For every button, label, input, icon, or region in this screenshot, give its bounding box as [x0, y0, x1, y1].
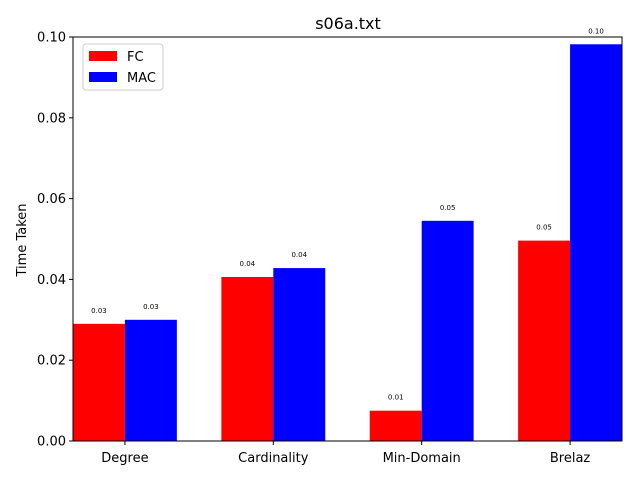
y-tick-label: 0.08: [37, 111, 66, 126]
bar-mac: [124, 319, 177, 441]
bar-data-label: 0.03: [91, 307, 107, 315]
bar-fc: [221, 276, 274, 441]
y-tick-label: 0.00: [37, 435, 66, 450]
y-tick-label: 0.10: [37, 31, 66, 46]
y-tick-label: 0.02: [37, 354, 66, 369]
legend: FC MAC: [82, 43, 164, 91]
legend-swatch-fc: [89, 51, 117, 61]
x-tick-label: Cardinality: [238, 451, 309, 466]
bar-data-label: 0.01: [388, 394, 404, 402]
legend-swatch-mac: [89, 72, 117, 82]
bar-data-label: 0.05: [536, 224, 552, 232]
legend-label: MAC: [127, 71, 156, 86]
axes-group: 0.00 0.02 0.04 0.06 0.08 0.10 Degree Cardinalit…: [37, 31, 623, 466]
bar-mac: [421, 220, 474, 441]
legend-label: FC: [127, 50, 144, 65]
bar-mac: [273, 268, 326, 441]
bar-data-label: 0.04: [291, 251, 307, 259]
x-tick-label: Min-Domain: [383, 451, 461, 466]
bar-data-label: 0.05: [440, 204, 456, 212]
chart-title: s06a.txt: [315, 14, 381, 33]
bar-data-label: 0.03: [143, 303, 159, 311]
x-tick-label: Brelaz: [550, 451, 591, 466]
plot-frame: [72, 36, 623, 442]
bar-fc: [73, 323, 125, 441]
bars-group: [73, 44, 622, 441]
data-labels-group: 0.03 0.04 0.01 0.05 0.03 0.04 0.05 0.10: [91, 27, 604, 401]
bar-data-label: 0.10: [588, 27, 604, 35]
x-tick-label: Degree: [101, 451, 148, 466]
bar-fc: [369, 410, 422, 441]
bar-fc: [518, 240, 571, 441]
bar-mac: [570, 44, 622, 441]
y-tick-label: 0.04: [37, 273, 66, 288]
y-axis-label: Time Taken: [15, 203, 30, 277]
y-tick-label: 0.06: [37, 192, 66, 207]
bar-data-label: 0.04: [240, 260, 256, 268]
